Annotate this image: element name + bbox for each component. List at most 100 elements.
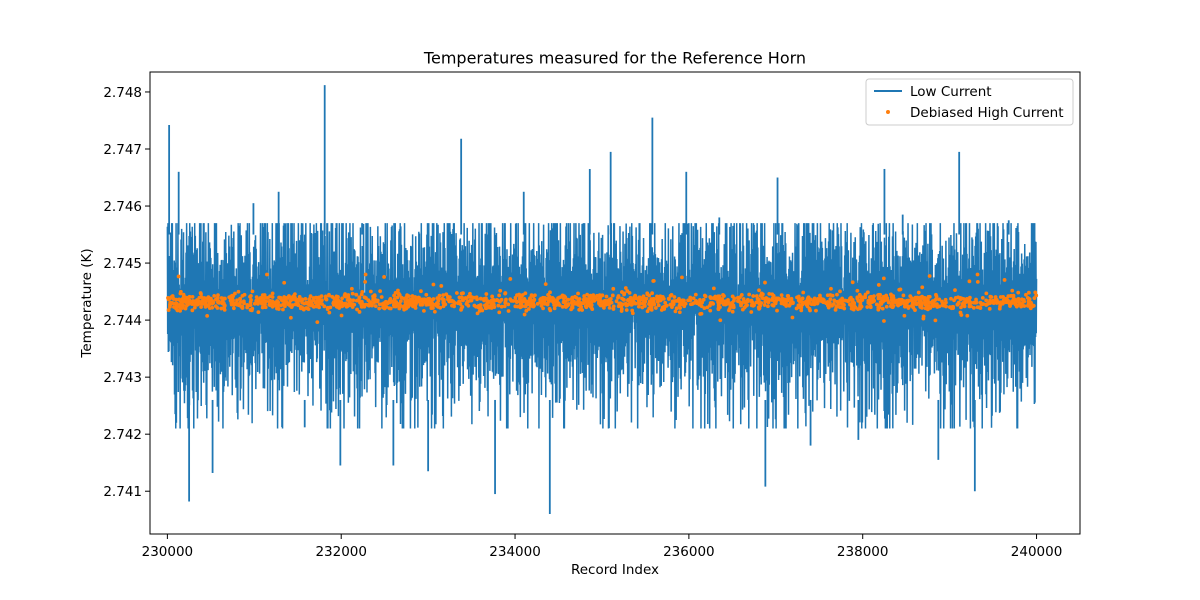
- scatter-point: [1013, 302, 1018, 307]
- scatter-point: [930, 301, 935, 306]
- scatter-point: [835, 292, 839, 297]
- scatter-point: [295, 301, 300, 305]
- scatter-point: [171, 301, 176, 306]
- scatter-point: [647, 306, 652, 311]
- scatter-point: [745, 303, 749, 308]
- scatter-point: [730, 304, 735, 309]
- scatter-point: [452, 304, 456, 309]
- scatter-point: [997, 306, 1002, 311]
- scatter-point: [420, 302, 425, 307]
- scatter-point: [518, 295, 522, 300]
- y-tick-label: 2.748: [103, 85, 142, 101]
- scatter-point: [824, 301, 829, 306]
- scatter-point: [653, 306, 658, 310]
- scatter-point: [1022, 299, 1027, 304]
- scatter-point: [441, 304, 446, 309]
- y-tick-label: 2.742: [103, 427, 142, 443]
- scatter-point: [503, 291, 508, 296]
- scatter-point: [405, 293, 410, 298]
- scatter-point: [486, 299, 491, 304]
- scatter-point: [366, 302, 371, 307]
- scatter-point: [242, 301, 246, 306]
- scatter-point: [762, 303, 767, 307]
- scatter-point: [439, 284, 444, 288]
- scatter-point: [351, 298, 356, 303]
- scatter-point: [362, 295, 367, 300]
- scatter-point: [797, 305, 801, 310]
- scatter-point: [541, 306, 545, 311]
- scatter-point: [609, 300, 614, 305]
- scatter-point: [506, 302, 511, 307]
- scatter-point: [368, 289, 373, 294]
- scatter-point: [991, 301, 996, 306]
- scatter-point: [176, 274, 181, 279]
- scatter-point: [621, 297, 626, 302]
- scatter-point: [713, 296, 718, 301]
- scatter-point: [576, 298, 581, 303]
- scatter-point: [363, 279, 368, 284]
- scatter-point: [520, 304, 525, 309]
- scatter-point: [958, 310, 963, 315]
- scatter-point: [340, 296, 344, 301]
- scatter-point: [630, 298, 635, 303]
- scatter-point: [775, 308, 779, 313]
- scatter-point: [1024, 292, 1028, 297]
- scatter-point: [727, 308, 731, 313]
- scatter-point: [959, 305, 963, 310]
- scatter-point: [482, 298, 487, 303]
- scatter-point: [849, 306, 854, 311]
- scatter-point: [858, 303, 863, 307]
- scatter-point: [528, 296, 532, 301]
- scatter-point: [636, 301, 641, 306]
- scatter-point: [763, 299, 768, 304]
- scatter-point: [406, 298, 411, 303]
- scatter-point: [256, 301, 260, 306]
- scatter-point: [447, 295, 452, 300]
- scatter-point: [532, 297, 537, 302]
- scatter-point: [219, 306, 224, 311]
- scatter-point: [921, 296, 925, 300]
- scatter-point: [671, 302, 676, 307]
- scatter-point: [1025, 295, 1030, 300]
- scatter-point: [221, 296, 226, 301]
- scatter-point: [496, 303, 501, 308]
- scatter-point: [619, 304, 624, 309]
- scatter-point: [767, 291, 772, 296]
- scatter-point: [800, 302, 805, 307]
- scatter-point: [749, 299, 754, 304]
- scatter-point: [738, 295, 742, 300]
- scatter-point: [371, 294, 375, 299]
- scatter-point: [881, 276, 886, 281]
- scatter-point: [1001, 300, 1005, 304]
- scatter-point: [363, 272, 368, 277]
- scatter-point: [438, 305, 443, 310]
- scatter-point: [589, 303, 594, 307]
- scatter-point: [904, 300, 909, 305]
- y-axis-label: Temperature (K): [79, 248, 95, 358]
- scatter-point: [1010, 288, 1015, 293]
- scatter-point: [570, 303, 575, 308]
- scatter-point: [716, 306, 721, 311]
- scatter-point: [891, 294, 896, 298]
- scatter-point: [548, 290, 552, 295]
- scatter-point: [183, 306, 188, 311]
- scatter-point: [625, 298, 630, 303]
- scatter-point: [178, 291, 183, 296]
- scatter-point: [799, 308, 804, 313]
- scatter-point: [876, 296, 881, 301]
- scatter-point: [556, 296, 560, 301]
- scatter-point: [757, 299, 761, 304]
- scatter-point: [1032, 296, 1037, 301]
- scatter-point: [417, 299, 422, 304]
- scatter-point: [206, 303, 211, 308]
- scatter-point: [923, 303, 928, 307]
- scatter-point: [819, 299, 824, 304]
- scatter-point: [550, 299, 555, 304]
- scatter-point: [688, 298, 693, 303]
- scatter-point: [233, 291, 237, 296]
- scatter-point: [789, 300, 794, 305]
- scatter-point: [763, 280, 767, 285]
- scatter-point: [174, 305, 178, 309]
- scatter-point: [358, 300, 362, 305]
- scatter-point: [651, 300, 656, 305]
